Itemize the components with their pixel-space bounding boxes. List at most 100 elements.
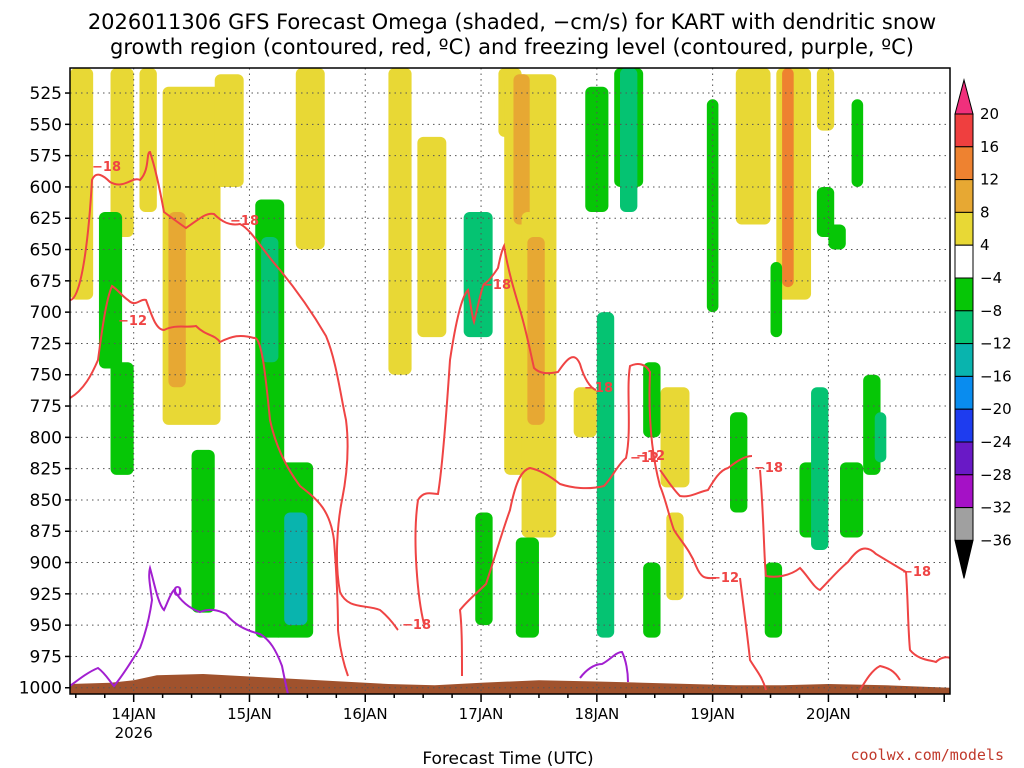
dendritic-contour-minus18-east-1 bbox=[414, 242, 597, 625]
contour-label-dendritic-6: −18 bbox=[482, 278, 511, 293]
omega-region-25 bbox=[261, 237, 279, 363]
colorbar-segment-6 bbox=[954, 310, 974, 345]
y-tick-label-525: 525 bbox=[30, 84, 62, 104]
contour-label-dendritic-10: −12 bbox=[636, 449, 665, 464]
colorbar-label-0: 20 bbox=[980, 105, 999, 123]
omega-region-45 bbox=[811, 387, 829, 551]
x-tick-label-14JAN: 14JAN bbox=[111, 705, 156, 723]
ground-terrain-layer bbox=[70, 673, 950, 694]
y-tick-label-1000: 1000 bbox=[19, 679, 62, 699]
omega-region-28 bbox=[463, 211, 493, 338]
y-tick-label-850: 850 bbox=[30, 491, 62, 511]
omega-region-43 bbox=[828, 224, 846, 250]
x-tick-label-18JAN: 18JAN bbox=[574, 705, 619, 723]
y-tick-label-975: 975 bbox=[30, 647, 62, 667]
contour-label-dendritic-5: −12 bbox=[710, 571, 739, 586]
omega-region-16 bbox=[666, 512, 684, 601]
contour-label-dendritic-7: −12 bbox=[630, 451, 659, 466]
omega-region-2 bbox=[139, 68, 157, 212]
colorbar-label-9: −20 bbox=[980, 400, 1012, 418]
x-axis-time: 14JAN 15JAN 16JAN 17JAN 18JAN 19JAN 20JAN bbox=[75, 694, 945, 723]
contour-label-dendritic-1: −18 bbox=[92, 160, 121, 175]
colorbar-label-6: −8 bbox=[980, 302, 1002, 320]
colorbar-segment-11 bbox=[954, 474, 974, 509]
y-tick-label-725: 725 bbox=[30, 334, 62, 354]
y-tick-label-750: 750 bbox=[30, 366, 62, 386]
x-tick-label-17JAN: 17JAN bbox=[459, 705, 504, 723]
colorbar-label-5: −4 bbox=[980, 269, 1002, 287]
ground-terrain bbox=[70, 673, 950, 694]
omega-region-8 bbox=[417, 136, 447, 338]
omega-region-6 bbox=[295, 68, 325, 250]
dendritic-contour-minus18-east-4 bbox=[905, 571, 950, 664]
x-tick-label-20JAN: 20JAN bbox=[806, 705, 851, 723]
y-tick-label-575: 575 bbox=[30, 147, 62, 167]
colorbar-label-8: −16 bbox=[980, 367, 1012, 385]
colorbar-segment-2 bbox=[954, 179, 974, 213]
colorbar-segment-1 bbox=[954, 146, 974, 181]
omega-region-1 bbox=[110, 68, 134, 238]
dendritic-contour-minus12-west bbox=[70, 284, 349, 677]
colorbar-label-12: −32 bbox=[980, 499, 1012, 517]
omega-region-44 bbox=[851, 99, 864, 187]
x-tick-label-19JAN: 19JAN bbox=[690, 705, 735, 723]
y-tick-label-600: 600 bbox=[30, 178, 62, 198]
omega-region-22 bbox=[110, 362, 134, 475]
colorbar-segment-7 bbox=[954, 343, 974, 377]
y-tick-label-675: 675 bbox=[30, 272, 62, 292]
omega-region-30 bbox=[515, 537, 539, 638]
omega-region-7 bbox=[388, 68, 412, 375]
contour-label-dendritic-2: −18 bbox=[230, 214, 259, 229]
colorbar-top-arrow bbox=[954, 78, 974, 115]
colorbar-segment-10 bbox=[954, 441, 974, 476]
contour-label-dendritic-3: −18 bbox=[402, 618, 431, 633]
colorbar-segment-8 bbox=[954, 375, 974, 410]
grid-lines bbox=[70, 68, 950, 694]
contour-label-dendritic-8: −18 bbox=[584, 381, 613, 396]
y-tick-label-875: 875 bbox=[30, 522, 62, 542]
omega-region-48 bbox=[874, 412, 887, 463]
y-tick-label-900: 900 bbox=[30, 554, 62, 574]
dendritic-contour-minus18-west bbox=[70, 150, 399, 631]
x-tick-label-16JAN: 16JAN bbox=[343, 705, 388, 723]
omega-region-40 bbox=[764, 562, 783, 638]
omega-region-34 bbox=[620, 68, 638, 212]
omega-region-19 bbox=[782, 68, 794, 288]
omega-region-42 bbox=[816, 186, 835, 238]
omega-region-14 bbox=[573, 387, 597, 438]
colorbar-segment-5 bbox=[954, 277, 974, 312]
y-axis-pressure: 525 550 575 600 625 650 675 700 725 750 775 800 825 8… bbox=[19, 84, 70, 699]
dendritic-contour-minus12-east-3 bbox=[859, 664, 901, 691]
omega-colorbar: 20 16 12 8 4 −4 −8 −12 −16 −20 −24 −28 −32 −36 bbox=[954, 78, 1012, 579]
colorbar-label-11: −28 bbox=[980, 466, 1012, 484]
omega-region-36 bbox=[643, 562, 661, 638]
omega-region-13 bbox=[527, 237, 545, 425]
omega-region-29 bbox=[475, 512, 493, 626]
colorbar-segment-0 bbox=[954, 113, 974, 148]
colorbar-segment-3 bbox=[954, 211, 974, 246]
colorbar-label-1: 16 bbox=[980, 138, 999, 156]
omega-region-38 bbox=[730, 412, 748, 513]
y-tick-label-650: 650 bbox=[30, 241, 62, 261]
colorbar-label-13: −36 bbox=[980, 531, 1012, 549]
omega-region-5 bbox=[214, 74, 244, 187]
omega-region-32 bbox=[596, 312, 615, 638]
credit-label: coolwx.com/models bbox=[850, 746, 1004, 764]
contour-label-dendritic-11: −18 bbox=[902, 565, 931, 580]
dendritic-contour-minus12-east-1 bbox=[458, 363, 717, 677]
y-tick-label-950: 950 bbox=[30, 616, 62, 636]
y-tick-label-925: 925 bbox=[30, 585, 62, 605]
colorbar-label-10: −24 bbox=[980, 433, 1012, 451]
contour-label-dendritic-9: −18 bbox=[754, 461, 783, 476]
colorbar-label-7: −12 bbox=[980, 335, 1012, 353]
omega-region-4 bbox=[168, 211, 186, 388]
contour-labels: −18 −18 −18 −12 −12 −18 −12 −18 −18 −12 … bbox=[92, 160, 931, 633]
colorbar-label-3: 8 bbox=[980, 203, 990, 221]
omega-region-0 bbox=[70, 68, 94, 300]
chart-title-line-2: growth region (contoured, red, ºC) and f… bbox=[110, 35, 914, 59]
omega-region-39 bbox=[770, 262, 783, 338]
y-tick-label-700: 700 bbox=[30, 303, 62, 323]
y-tick-label-775: 775 bbox=[30, 397, 62, 417]
colorbar-segment-12 bbox=[954, 507, 974, 541]
